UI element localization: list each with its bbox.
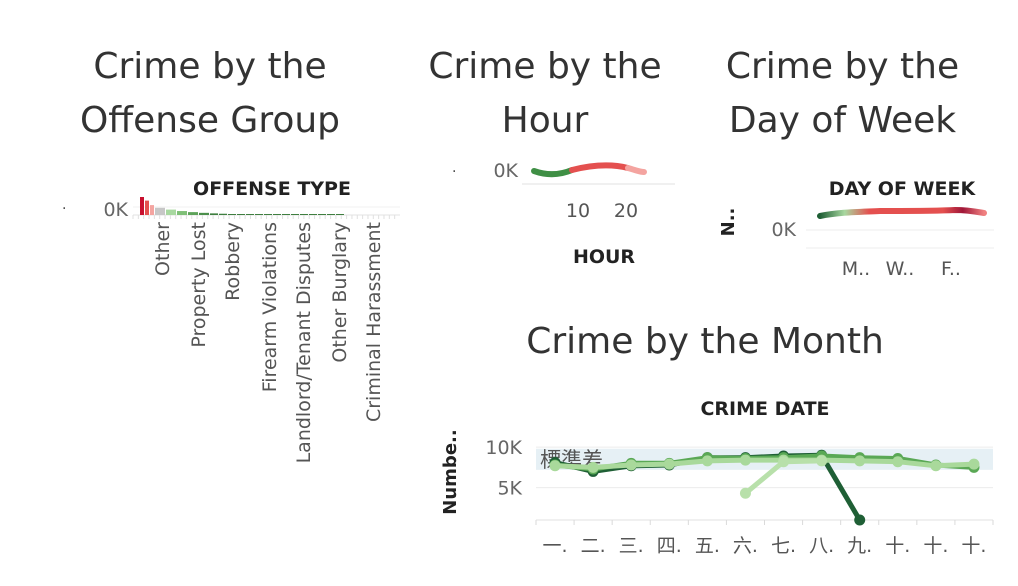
offense-category-label: Landlord/Tenant Disputes bbox=[293, 222, 315, 463]
month-series-point bbox=[778, 456, 790, 468]
offense-type-chart: OFFENSE TYPE . 0K Other Property Lost Robb… bbox=[62, 178, 400, 463]
dow-line bbox=[817, 206, 987, 219]
offense-bar bbox=[140, 197, 144, 215]
offense-bar bbox=[219, 213, 227, 215]
dow-title-line-1: Crime by the bbox=[725, 46, 960, 87]
hour-chart: 0K . 10 20 HOUR bbox=[452, 160, 675, 268]
offense-group-title-line-2: Offense Group bbox=[79, 100, 341, 141]
month-x-axis-title: CRIME DATE bbox=[700, 398, 829, 420]
offense-x-axis-title: OFFENSE TYPE bbox=[193, 178, 351, 200]
hour-x-tick-20: 20 bbox=[614, 200, 638, 222]
offense-bar bbox=[166, 209, 176, 215]
offense-bar bbox=[188, 212, 198, 215]
offense-category-label: Criminal Harassment bbox=[363, 222, 385, 422]
month-y-axis-title: Numbe.. bbox=[440, 429, 461, 514]
month-x-tick-label: 六. bbox=[733, 535, 758, 557]
month-series-point bbox=[663, 458, 675, 470]
offense-category-label: Other Burglary bbox=[329, 222, 351, 363]
dow-x-axis-title: DAY OF WEEK bbox=[829, 178, 977, 200]
offense-bar bbox=[309, 214, 317, 215]
offense-bar bbox=[237, 214, 245, 215]
offense-group-title-line-1: Crime by the bbox=[93, 46, 327, 87]
offense-bar bbox=[199, 212, 209, 215]
offense-bar bbox=[273, 214, 281, 215]
month-x-tick-label: 十. bbox=[923, 535, 948, 557]
offense-category-label: Other bbox=[152, 222, 174, 276]
offense-bar bbox=[150, 205, 154, 215]
month-x-tick-label: 一. bbox=[543, 535, 568, 557]
month-series-line bbox=[554, 457, 975, 470]
offense-bar bbox=[282, 214, 290, 215]
offense-category-labels: Other Property Lost Robbery Firearm Violati… bbox=[152, 222, 385, 464]
offense-category-label: Robbery bbox=[222, 222, 244, 301]
hour-y-axis-dot: . bbox=[452, 160, 456, 176]
month-series-point bbox=[930, 460, 942, 472]
month-x-tick-label: 五. bbox=[695, 535, 720, 557]
month-series-point bbox=[701, 455, 713, 467]
offense-y-tick-label: 0K bbox=[103, 199, 128, 221]
offense-group-chart-title: Crime by the Offense Group bbox=[40, 40, 380, 148]
offense-bar bbox=[264, 214, 272, 215]
hour-x-tick-10: 10 bbox=[566, 200, 590, 222]
month-series-point bbox=[625, 459, 637, 471]
month-series-point bbox=[854, 455, 866, 467]
month-series-point bbox=[739, 487, 751, 499]
month-y-tick-label: 10K bbox=[485, 437, 522, 459]
month-x-tick-label: 七. bbox=[771, 535, 796, 557]
month-series-point bbox=[892, 456, 904, 468]
month-y-tick-label: 5K bbox=[497, 478, 522, 500]
month-series-point bbox=[816, 455, 828, 467]
offense-bar bbox=[300, 214, 308, 215]
month-x-tick-label: 二. bbox=[581, 535, 606, 557]
month-x-tick-label: 八. bbox=[809, 535, 834, 557]
month-x-tick-label: 十. bbox=[885, 535, 910, 557]
month-series-point bbox=[549, 460, 561, 472]
offense-bar bbox=[210, 213, 218, 215]
dow-x-tick-wed: W.. bbox=[886, 258, 915, 280]
offense-bar bbox=[145, 200, 149, 215]
offense-bar bbox=[327, 214, 335, 215]
month-x-tick-label: 十. bbox=[961, 535, 986, 557]
hour-title-line-2: Hour bbox=[501, 100, 589, 141]
month-x-tick-label: 九. bbox=[847, 535, 872, 557]
dow-chart-title: Crime by the Day of Week bbox=[705, 40, 980, 148]
hour-line-green bbox=[531, 167, 575, 178]
month-series-point bbox=[739, 454, 751, 466]
month-series-point bbox=[587, 461, 599, 473]
dow-x-tick-mon: M.. bbox=[842, 258, 870, 280]
offense-bar bbox=[291, 214, 299, 215]
hour-title-line-1: Crime by the bbox=[428, 46, 662, 87]
month-x-tick-label: 三. bbox=[619, 535, 644, 557]
hour-line-pink bbox=[625, 165, 647, 175]
dow-y-tick-label: 0K bbox=[771, 219, 796, 241]
dow-x-tick-fri: F.. bbox=[941, 258, 961, 280]
offense-y-axis-title: . bbox=[62, 197, 66, 213]
day-of-week-chart: DAY OF WEEK N.. 0K M.. W.. F.. bbox=[718, 178, 994, 280]
hour-chart-title: Crime by the Hour bbox=[410, 40, 680, 148]
hour-y-tick-label: 0K bbox=[493, 160, 518, 182]
offense-category-label: Property Lost bbox=[188, 222, 210, 348]
offense-bar bbox=[318, 214, 326, 215]
month-series-point bbox=[854, 514, 866, 526]
offense-bar bbox=[336, 214, 344, 215]
offense-bar bbox=[177, 211, 187, 215]
offense-bar bbox=[246, 214, 254, 215]
month-x-tick-label: 四. bbox=[657, 535, 682, 557]
dow-y-axis-title: N.. bbox=[718, 208, 739, 237]
month-chart-title: Crime by the Month bbox=[526, 321, 884, 362]
offense-bars bbox=[140, 197, 344, 215]
offense-bar bbox=[228, 214, 236, 215]
offense-category-label: Firearm Violations bbox=[259, 222, 281, 392]
month-series-point bbox=[968, 458, 980, 470]
hour-x-axis-title: HOUR bbox=[573, 246, 635, 268]
offense-bar bbox=[155, 207, 165, 215]
hour-line-red bbox=[569, 162, 631, 173]
dow-title-line-2: Day of Week bbox=[728, 100, 957, 141]
offense-bar bbox=[255, 214, 263, 215]
